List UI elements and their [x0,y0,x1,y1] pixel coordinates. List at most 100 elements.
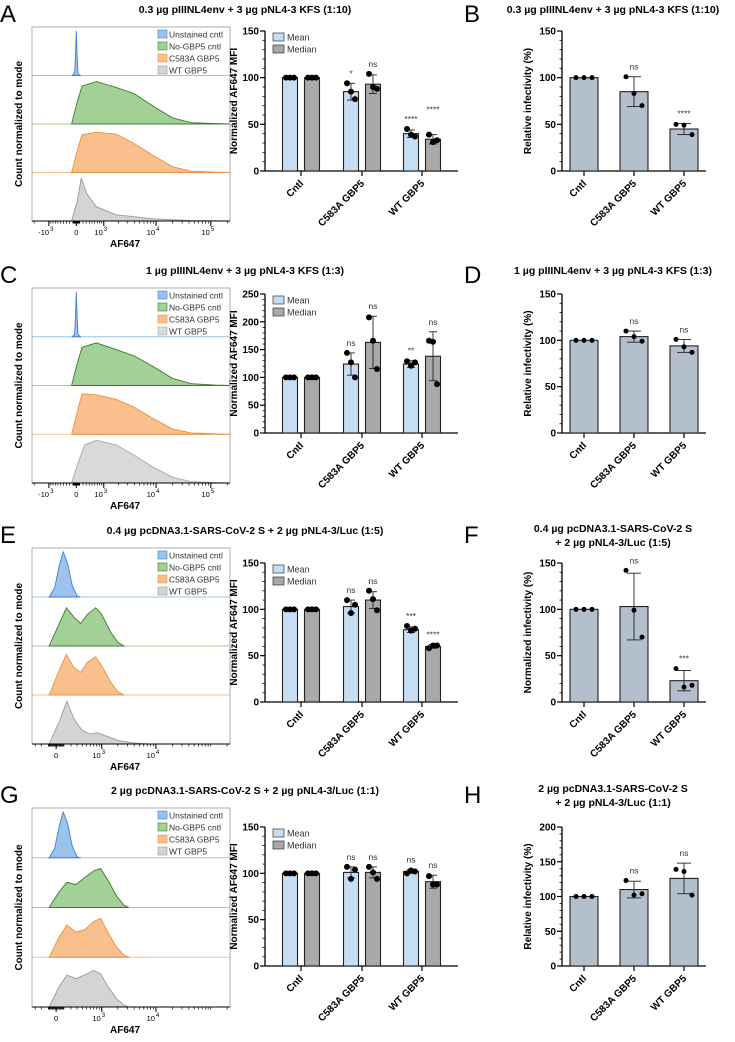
panel-title: + 2 µg pNL4-3/Luc (1:5) [555,537,670,549]
y-tick-label: 0 [253,429,259,440]
x-category-label: Cntl [568,709,590,731]
panel-letter: H [464,782,481,809]
bar-chart: 0 50 100 150 Relative infectivity (%) Cntl C58… [523,290,706,491]
legend-label: C583A GBP5 [169,575,220,585]
data-point [370,337,376,344]
x-category-label: Cntl [285,973,307,995]
histogram-curve [71,393,231,435]
legend-label: Mean [287,829,310,839]
data-point [589,75,595,81]
legend-label: No-GBP5 cntl [169,823,221,833]
x-axis-label: AF647 [110,501,140,512]
data-point [348,610,354,617]
y-tick-label: 200 [539,823,556,834]
tick-base: 10 [92,1014,100,1023]
data-point [623,74,629,80]
significance-label: * [349,68,353,78]
bar [569,77,599,172]
legend-swatch [272,44,285,54]
data-point [344,597,350,604]
y-axis-label: Relative infectivity (%) [523,48,534,154]
x-tick-label: 104 [147,750,160,760]
data-point [412,868,418,875]
legend-swatch [157,822,168,832]
data-point [631,607,637,613]
significance-label: ns [680,848,689,858]
data-point [581,337,587,343]
y-tick-label: 200 [242,317,259,328]
data-point [348,359,354,366]
y-tick-label: 0 [550,167,556,178]
legend-label: Unstained cntl [169,811,223,821]
y-tick-label: 50 [248,120,260,131]
figure-row: A 0.3 µg pIIINL4env + 3 µg pNL4-3 KFS (1:… [0,1,719,250]
panel-title: 0.3 µg pIIINL4env + 3 µg pNL4-3 KFS (1:1… [139,4,352,16]
x-category-label: C583A GBP5 [588,440,639,491]
legend-swatch [272,564,285,574]
bar [342,606,360,703]
histogram-panel: Unstained cntl No-GBP5 cntl C583A GBP5 WT G… [14,807,231,1036]
y-axis-label: Normalized AF647 MFI [229,843,240,950]
bar [619,889,649,967]
legend-swatch [272,576,285,586]
data-point [573,894,579,899]
x-tick-label: 0 [54,1014,58,1023]
tick-exponent: 3 [102,750,106,756]
y-tick-label: 150 [242,27,259,38]
tick-exponent: 5 [211,227,215,233]
bar [402,363,420,434]
legend-swatch [157,586,168,596]
panel-title: 0.3 µg pIIINL4env + 3 µg pNL4-3 KFS (1:1… [507,4,720,16]
histogram-curve [48,917,130,959]
y-tick-label: 50 [545,382,557,393]
y-tick-label: 50 [248,915,260,926]
tick-base: 10 [92,751,100,760]
legend-swatch [157,550,168,560]
x-category-label: WT GBP5 [649,178,689,218]
legend-label: Unstained cntl [169,291,223,301]
x-tick-label: 0 [74,228,78,237]
x-category-label: C583A GBP5 [588,973,639,1024]
significance-label: ** [408,346,415,356]
significance-label: ns [369,301,378,311]
panel-letter: G [0,782,19,809]
data-point [352,866,358,873]
significance-label: **** [677,108,691,118]
panel-title: + 2 µg pNL4-3/Luc (1:1) [555,797,670,809]
tick-base: 10 [94,228,102,237]
data-point [374,366,380,373]
y-tick-label: 50 [248,401,260,412]
data-point [639,634,645,640]
data-point [344,863,350,870]
data-point [581,606,587,612]
x-tick-label: 0 [74,490,78,499]
x-axis-label: AF647 [110,239,140,250]
significance-label: ns [429,860,438,870]
data-point [370,596,376,603]
legend-swatch [272,840,285,850]
y-tick-label: 0 [550,429,556,440]
significance-label: *** [406,611,417,621]
histogram-curve [71,176,230,222]
legend-label: C583A GBP5 [169,835,220,845]
x-category-label: WT GBP5 [387,178,427,218]
y-axis-label: Relative infectivity (%) [523,310,534,416]
legend-label: C583A GBP5 [169,315,220,325]
significance-label: ns [630,866,639,876]
x-category-label: C583A GBP5 [588,178,639,229]
legend-label: No-GBP5 cntl [169,563,221,573]
x-category-label: Cntl [285,709,307,731]
data-point [434,381,440,388]
histogram-curve [71,291,81,338]
histogram-curve [48,868,130,908]
y-tick-label: 0 [253,962,259,973]
y-tick-label: 100 [539,892,556,903]
tick-exponent: 3 [104,227,108,233]
y-tick-label: 100 [539,605,556,616]
legend-swatch [272,295,285,305]
y-tick-label: 150 [539,857,556,868]
tick-base: 0 [74,228,78,237]
tick-base: 10 [201,228,209,237]
bar [281,376,299,434]
